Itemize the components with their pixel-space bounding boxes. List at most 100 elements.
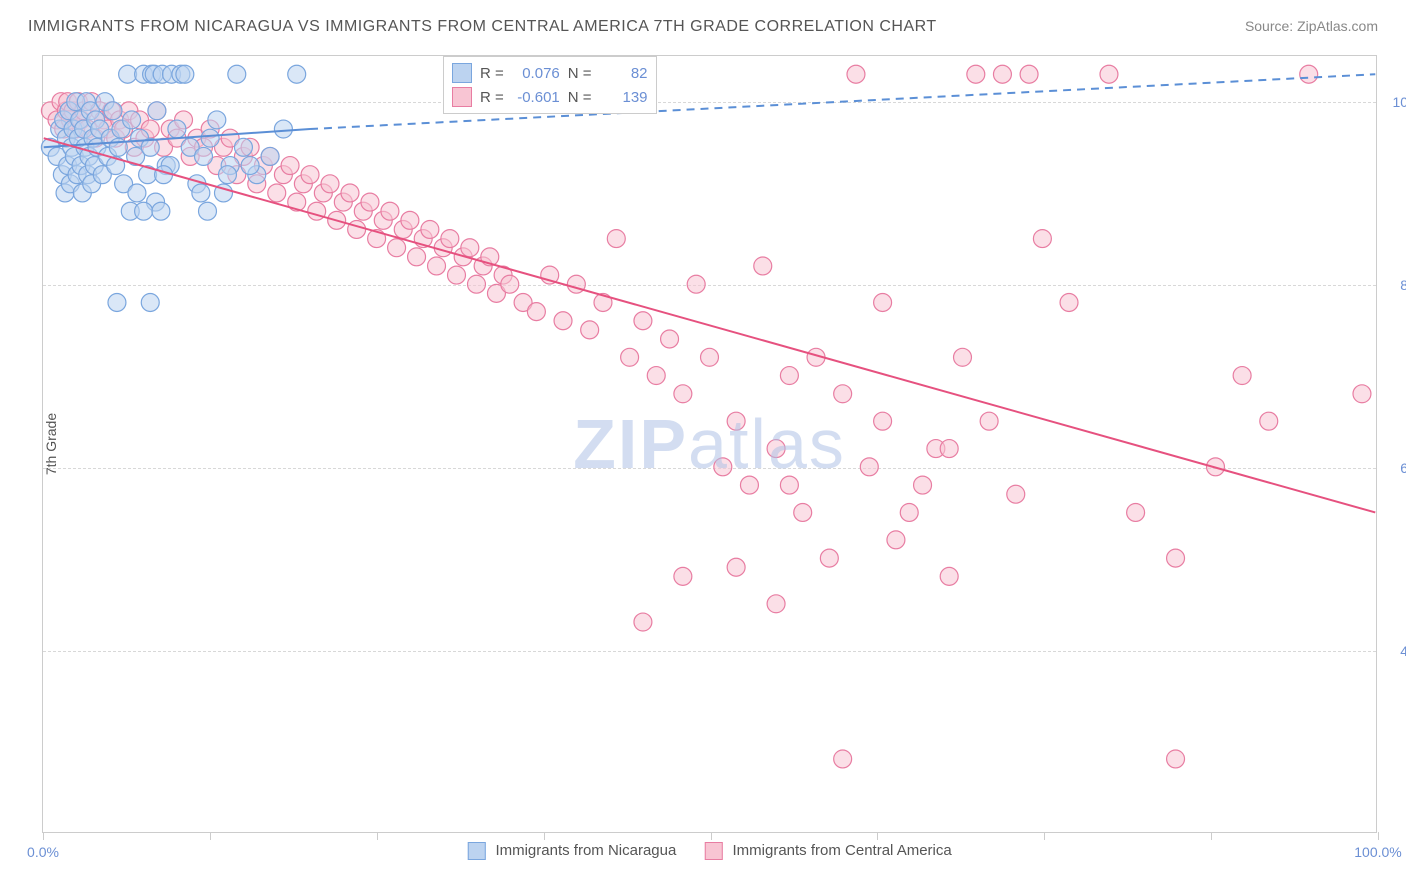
data-point [152,202,170,220]
legend-item-nicaragua: Immigrants from Nicaragua [467,842,676,860]
stats-row-central-america: R = -0.601 N = 139 [452,85,648,109]
data-point [104,102,122,120]
data-point [1233,367,1251,385]
data-point [847,65,865,83]
data-point [268,184,286,202]
x-tick-label: 100.0% [1354,844,1401,860]
y-tick-label: 80.0% [1396,277,1406,293]
data-point [754,257,772,275]
scatter-svg [43,56,1376,832]
data-point [1033,230,1051,248]
plot-area: 7th Grade 40.0%60.0%80.0%100.0% ZIPatlas… [42,55,1377,833]
data-point [421,220,439,238]
legend-label-nicaragua: Immigrants from Nicaragua [495,842,676,859]
data-point [176,65,194,83]
data-point [634,613,652,631]
data-point [767,440,785,458]
data-point [1260,412,1278,430]
data-point [208,111,226,129]
data-point [634,312,652,330]
data-point [621,348,639,366]
data-point [554,312,572,330]
data-point [155,166,173,184]
x-tick [711,832,712,840]
data-point [381,202,399,220]
x-tick [877,832,878,840]
data-point [874,412,892,430]
data-point [674,567,692,585]
data-point [1020,65,1038,83]
data-point [581,321,599,339]
data-point [1167,750,1185,768]
data-point [820,549,838,567]
data-point [128,184,146,202]
data-point [461,239,479,257]
data-point [301,166,319,184]
data-point [467,275,485,293]
data-point [701,348,719,366]
data-point [647,367,665,385]
y-tick-label: 40.0% [1396,643,1406,659]
data-point [141,294,159,312]
data-point [874,294,892,312]
data-point [448,266,466,284]
legend-swatch-pink [452,87,472,107]
data-point [900,503,918,521]
data-point [195,147,213,165]
legend-item-central-america: Immigrants from Central America [704,842,951,860]
stats-legend: R = 0.076 N = 82 R = -0.601 N = 139 [443,56,657,114]
data-point [401,211,419,229]
data-point [1127,503,1145,521]
x-tick [43,832,44,840]
data-point [607,230,625,248]
data-point [108,294,126,312]
bottom-legend: Immigrants from Nicaragua Immigrants fro… [467,842,951,860]
data-point [274,120,292,138]
x-tick [210,832,211,840]
data-point [408,248,426,266]
data-point [914,476,932,494]
data-point [348,220,366,238]
data-point [1353,385,1371,403]
x-tick [1378,832,1379,840]
data-point [199,202,217,220]
data-point [228,65,246,83]
data-point [834,385,852,403]
legend-swatch-blue-icon [467,842,485,860]
x-tick [377,832,378,840]
data-point [727,412,745,430]
data-point [767,595,785,613]
source-attribution: Source: ZipAtlas.com [1245,18,1378,34]
data-point [887,531,905,549]
data-point [388,239,406,257]
data-point [148,102,166,120]
x-tick [1044,832,1045,840]
y-tick-label: 100.0% [1389,94,1406,110]
stats-row-nicaragua: R = 0.076 N = 82 [452,61,648,85]
chart-title: IMMIGRANTS FROM NICARAGUA VS IMMIGRANTS … [28,18,937,36]
data-point [940,440,958,458]
data-point [218,166,236,184]
data-point [967,65,985,83]
data-point [980,412,998,430]
data-point [281,157,299,175]
data-point [123,111,141,129]
data-point [780,367,798,385]
data-point [527,303,545,321]
data-point [1167,549,1185,567]
data-point [234,138,252,156]
data-point [428,257,446,275]
source-label: Source: [1245,18,1297,34]
data-point [954,348,972,366]
x-tick [544,832,545,840]
data-point [119,65,137,83]
data-point [341,184,359,202]
data-point [288,65,306,83]
data-point [727,558,745,576]
data-point [168,120,186,138]
data-point [661,330,679,348]
source-link[interactable]: ZipAtlas.com [1297,18,1378,34]
data-point [780,476,798,494]
data-point [687,275,705,293]
data-point [1300,65,1318,83]
